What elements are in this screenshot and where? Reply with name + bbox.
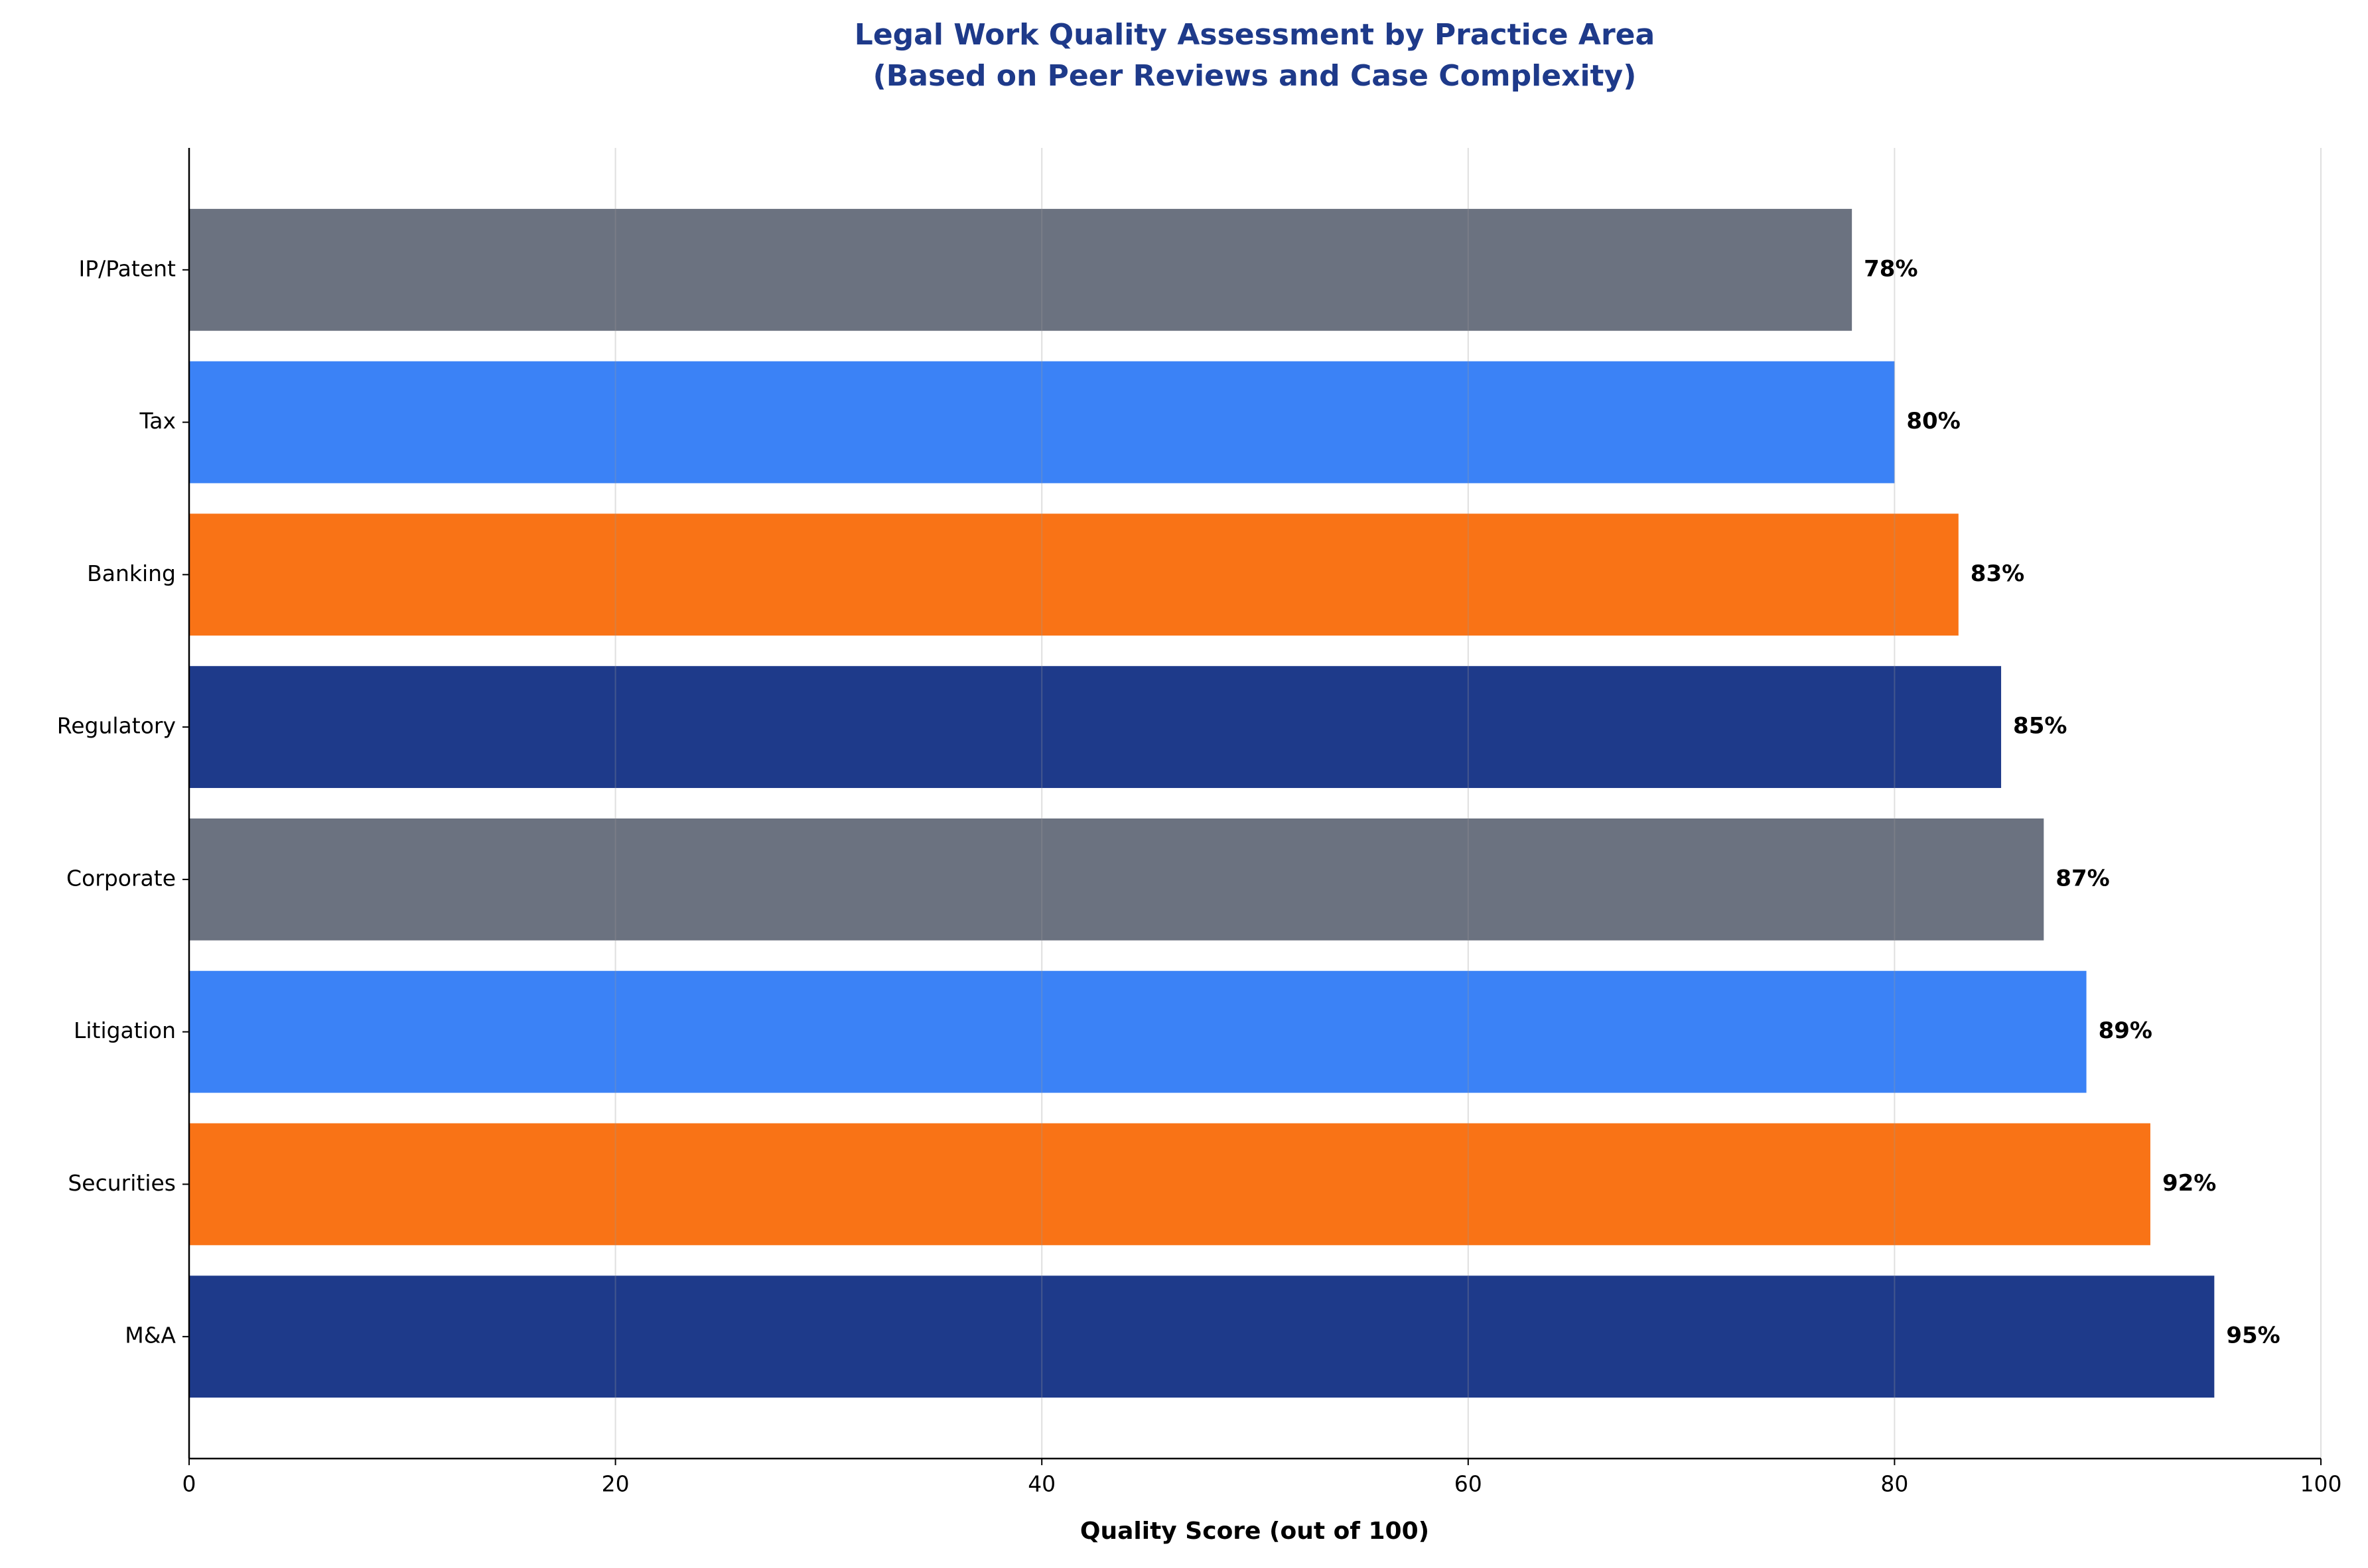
x-tick-label: 40	[1028, 1471, 1056, 1497]
bar	[189, 513, 1959, 636]
bar	[189, 1275, 2215, 1398]
y-tick-label: Regulatory	[57, 713, 176, 739]
value-label: 85%	[2013, 713, 2067, 740]
bar	[189, 208, 1852, 331]
y-tick-label: M&A	[125, 1323, 176, 1348]
x-axis-label: Quality Score (out of 100)	[1080, 1518, 1429, 1545]
value-label: 80%	[1906, 408, 1960, 434]
value-label: 78%	[1864, 255, 1917, 282]
x-tick-label: 0	[182, 1471, 196, 1497]
y-tick-label: Tax	[139, 408, 176, 434]
bar	[189, 666, 2002, 789]
x-tick-label: 80	[1880, 1471, 1908, 1497]
chart-subtitle: (Based on Peer Reviews and Case Complexi…	[873, 59, 1637, 93]
y-tick-label: Corporate	[66, 865, 176, 891]
y-tick-label: Securities	[68, 1170, 176, 1196]
bar	[189, 361, 1895, 484]
y-tick-label: Banking	[87, 560, 176, 586]
value-label: 89%	[2099, 1017, 2152, 1044]
bar	[189, 1123, 2150, 1246]
x-tick-label: 60	[1454, 1471, 1482, 1497]
value-label: 87%	[2055, 865, 2109, 891]
value-label: 83%	[1971, 560, 2024, 587]
y-tick-label: Litigation	[74, 1017, 176, 1043]
value-label: 95%	[2226, 1323, 2280, 1349]
value-label: 92%	[2162, 1170, 2216, 1197]
bar	[189, 818, 2044, 941]
chart-title: Legal Work Quality Assessment by Practic…	[855, 18, 1655, 52]
x-tick-label: 20	[602, 1471, 630, 1497]
bar	[189, 970, 2087, 1093]
y-tick-label: IP/Patent	[79, 255, 176, 281]
x-tick-label: 100	[2300, 1471, 2342, 1497]
